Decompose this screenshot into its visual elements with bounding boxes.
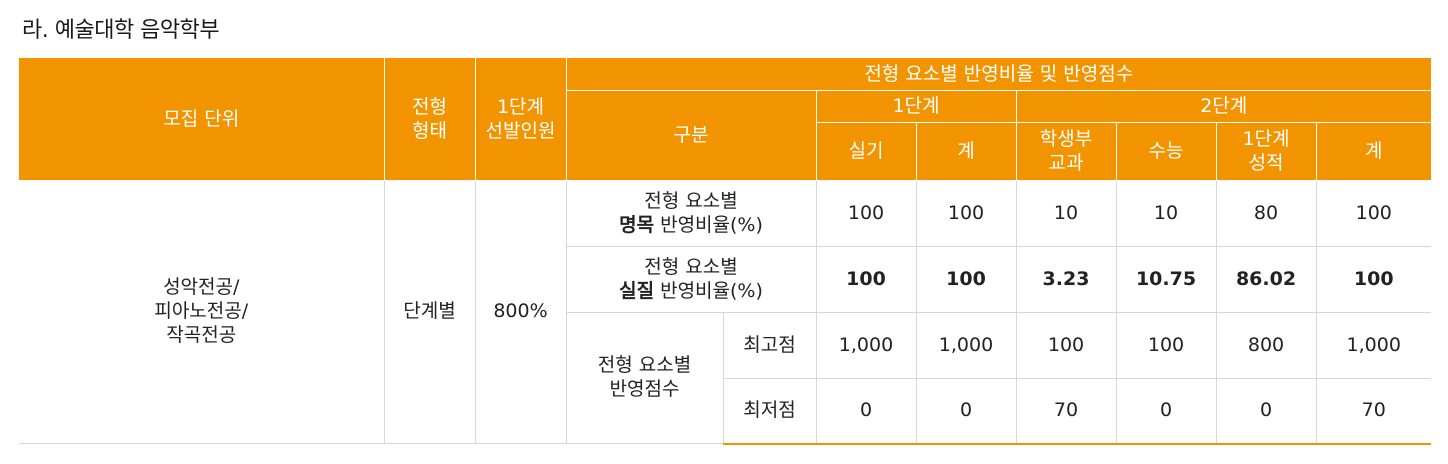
min-score-value: 0 (1215, 378, 1317, 445)
table-row: 전형 요소별 반영점수 최고점 1,000 1,000 100 100 800 1… (19, 312, 1432, 444)
actual-value: 100 (815, 246, 917, 313)
header-unit: 모집 단위 (19, 58, 385, 181)
max-score-value: 800 (1215, 312, 1317, 379)
actual-value: 10.75 (1115, 246, 1217, 313)
table-row: 전형 요소별 실질 반영비율(%) 100 100 3.23 10.75 86.0… (19, 246, 1432, 313)
min-score-value: 0 (915, 378, 1017, 445)
table-row: 성악전공/피아노전공/작곡전공 단계별 800% 전형 요소별 명목 반영비율(%… (19, 180, 1432, 444)
nominal-value: 100 (915, 180, 1017, 247)
header-stage1-score: 1단계 성적 (1215, 122, 1317, 181)
header-total2: 계 (1315, 122, 1432, 181)
nominal-value: 100 (815, 180, 917, 247)
header-category: 구분 (566, 90, 817, 181)
header-stage2: 2단계 (1015, 90, 1432, 123)
min-score-value: 70 (1015, 378, 1117, 445)
min-score-value: 0 (1115, 378, 1217, 445)
nominal-value: 80 (1215, 180, 1317, 247)
admission-table: 모집 단위 전형 형태 1단계 선발인원 전형 요소별 반영비율 및 반영점수 구분… (19, 58, 1432, 445)
select-ratio-cell: 800% (474, 180, 567, 444)
header-csat: 수능 (1115, 122, 1217, 181)
actual-value: 100 (1315, 246, 1432, 313)
nominal-value: 10 (1015, 180, 1117, 247)
header-student-record: 학생부 교과 (1015, 122, 1117, 181)
max-score-value: 100 (1115, 312, 1217, 379)
type-cell: 단계별 (383, 180, 476, 444)
header-select-ratio: 1단계 선발인원 (474, 58, 567, 181)
max-score-value: 1,000 (915, 312, 1017, 379)
max-score-value: 1,000 (1315, 312, 1432, 379)
table-row: 최저점 0 0 70 0 0 70 (19, 378, 1432, 445)
nominal-value: 10 (1115, 180, 1217, 247)
max-score-value: 100 (1015, 312, 1117, 379)
page-title: 라. 예술대학 음악학부 (22, 18, 220, 43)
max-score-value: 1,000 (815, 312, 917, 379)
header-practical: 실기 (816, 122, 917, 181)
unit-cell: 성악전공/피아노전공/작곡전공 (19, 180, 385, 444)
actual-value: 86.02 (1215, 246, 1317, 313)
header-type: 전형 형태 (383, 58, 476, 181)
header-total1: 계 (915, 122, 1017, 181)
actual-label: 전형 요소별 실질 반영비율(%) (566, 246, 817, 313)
nominal-label: 전형 요소별 명목 반영비율(%) (565, 180, 817, 247)
header-stage1: 1단계 (815, 90, 1017, 123)
score-label: 전형 요소별 반영점수 (566, 312, 724, 444)
max-score-label: 최고점 (722, 312, 817, 379)
nominal-value: 100 (1315, 180, 1432, 247)
actual-value: 3.23 (1015, 246, 1117, 313)
min-score-value: 0 (815, 378, 917, 445)
actual-value: 100 (915, 246, 1017, 313)
header-group-title: 전형 요소별 반영비율 및 반영점수 (565, 58, 1432, 91)
min-score-value: 70 (1315, 378, 1432, 445)
min-score-label: 최저점 (723, 378, 817, 445)
